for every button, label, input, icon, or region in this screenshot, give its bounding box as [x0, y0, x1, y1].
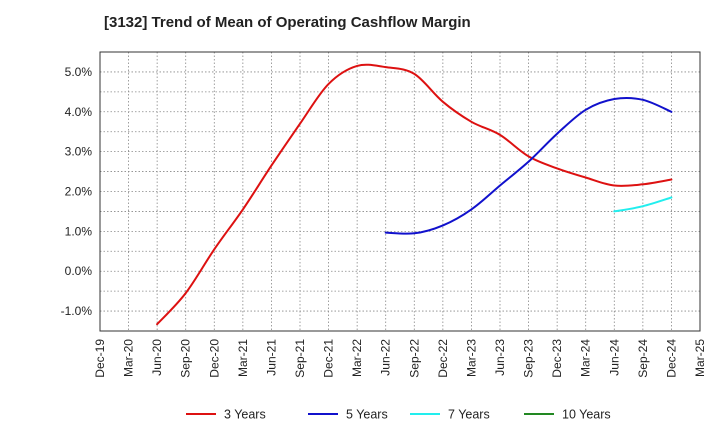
y-tick-label: -1.0%: [61, 304, 93, 318]
y-tick-label: 5.0%: [65, 65, 93, 79]
x-tick-label: Mar-25: [693, 339, 707, 377]
x-tick-label: Mar-24: [579, 339, 593, 377]
series-line-7-years: [613, 196, 673, 213]
x-tick-label: Dec-20: [207, 339, 221, 378]
plot-frame: [99, 51, 701, 332]
chart-title: [3132] Trend of Mean of Operating Cashfl…: [104, 14, 471, 31]
x-tick-label: Dec-19: [93, 339, 107, 378]
x-tick-label: Jun-22: [379, 339, 393, 376]
x-tick-label: Jun-20: [150, 339, 164, 376]
x-tick-label: Dec-24: [664, 339, 678, 378]
x-tick-label: Jun-24: [607, 339, 621, 376]
x-tick-label: Sep-22: [407, 339, 421, 378]
x-tick-label: Dec-21: [322, 339, 336, 378]
x-tick-label: Jun-23: [493, 339, 507, 376]
y-tick-label: 4.0%: [65, 105, 93, 119]
legend-label-5-years: 5 Years: [346, 408, 388, 422]
series-line-3-years: [156, 63, 673, 326]
y-tick-label: 3.0%: [65, 145, 93, 159]
x-tick-label: Jun-21: [264, 339, 278, 376]
y-tick-label: 0.0%: [65, 264, 93, 278]
x-tick-label: Sep-21: [293, 339, 307, 378]
legend-label-3-years: 3 Years: [224, 408, 266, 422]
x-tick-label: Sep-24: [636, 339, 650, 378]
x-tick-label: Dec-22: [436, 339, 450, 378]
legend-label-7-years: 7 Years: [448, 408, 490, 422]
x-tick-label: Mar-20: [122, 339, 136, 377]
y-tick-label: 2.0%: [65, 185, 93, 199]
x-tick-label: Mar-22: [350, 339, 364, 377]
x-tick-label: Dec-23: [550, 339, 564, 378]
y-tick-label: 1.0%: [65, 224, 93, 238]
legend-label-10-years: 10 Years: [562, 408, 611, 422]
series-line-5-years: [384, 96, 673, 235]
x-tick-label: Sep-20: [179, 339, 193, 378]
x-tick-label: Sep-23: [522, 339, 536, 378]
x-tick-label: Mar-21: [236, 339, 250, 377]
x-tick-label: Mar-23: [464, 339, 478, 377]
plot-area: [100, 52, 700, 331]
